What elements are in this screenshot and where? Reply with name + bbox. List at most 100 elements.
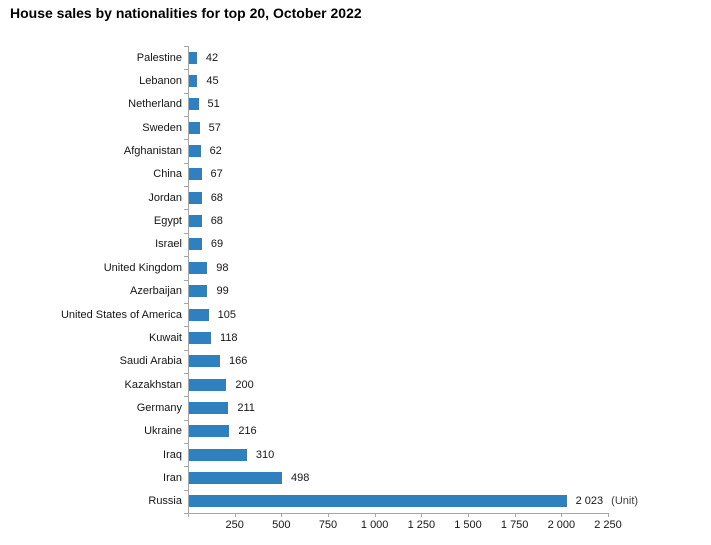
- category-label: Lebanon: [139, 75, 182, 88]
- bar: [189, 471, 282, 484]
- x-axis-tick: [374, 513, 376, 517]
- bar: [189, 355, 220, 368]
- x-axis-tick: [561, 513, 563, 517]
- category-label: Iraq: [163, 448, 182, 461]
- bar: [189, 308, 209, 321]
- bar: [189, 401, 229, 414]
- value-label: 69: [210, 238, 224, 251]
- category-label: Saudi Arabia: [119, 355, 182, 368]
- x-axis-tick-label: 1 500: [454, 519, 482, 531]
- y-axis-tick: [184, 162, 188, 164]
- x-axis-tick: [234, 513, 236, 517]
- y-axis-tick: [184, 396, 188, 398]
- x-axis-tick: [328, 513, 329, 517]
- value-label: 62: [209, 145, 222, 158]
- category-label: Israel: [155, 238, 182, 251]
- bar: [189, 168, 202, 181]
- category-label: United States of America: [60, 308, 182, 321]
- value-label: 105: [217, 308, 236, 321]
- category-label: Egypt: [153, 215, 182, 228]
- category-label: Azerbaijan: [130, 285, 182, 298]
- value-label: 67: [210, 168, 223, 181]
- y-axis-tick: [184, 92, 188, 94]
- y-axis-line: [188, 46, 189, 514]
- x-axis-tick-label: 2 250: [594, 519, 622, 531]
- y-axis-tick: [184, 489, 188, 491]
- category-label: Afghanistan: [123, 145, 182, 158]
- category-label: Palestine: [136, 51, 182, 64]
- x-axis-tick: [468, 513, 469, 517]
- category-label: Germany: [136, 401, 182, 414]
- bar: [189, 145, 201, 158]
- x-axis-tick: [421, 513, 423, 517]
- bar: [189, 261, 208, 274]
- bar: [189, 215, 202, 228]
- value-label: 51: [207, 98, 220, 111]
- value-label: 498: [290, 471, 310, 484]
- category-label: China: [153, 168, 182, 181]
- value-label: 57: [208, 121, 221, 134]
- y-axis-tick: [184, 349, 188, 351]
- y-axis-tick: [184, 186, 188, 188]
- y-axis-tick: [184, 302, 188, 304]
- value-label: 211: [237, 401, 255, 414]
- bar: [189, 285, 208, 298]
- y-axis-tick: [184, 419, 188, 421]
- x-axis-tick-label: 1 250: [407, 519, 436, 531]
- bar: [189, 378, 227, 391]
- bar: [189, 51, 197, 64]
- y-axis-tick: [184, 209, 188, 211]
- bar: [189, 75, 198, 88]
- y-axis-tick: [184, 232, 188, 234]
- category-label: Netherland: [128, 98, 182, 111]
- unit-label: (Unit): [611, 495, 639, 508]
- bar: [189, 495, 567, 508]
- x-axis-tick-label: 1 000: [360, 519, 389, 531]
- y-axis-tick: [184, 372, 188, 374]
- x-axis-tick: [281, 513, 283, 517]
- value-label: 99: [216, 285, 229, 298]
- bar: [189, 331, 212, 344]
- value-label: 118: [220, 331, 238, 344]
- x-axis-tick-label: 2 000: [547, 519, 576, 531]
- category-label: Russia: [148, 495, 182, 508]
- category-label: United Kingdom: [103, 261, 182, 274]
- value-label: 216: [238, 425, 257, 438]
- bar: [189, 448, 247, 461]
- category-label: Ukraine: [144, 425, 182, 438]
- category-label: Sweden: [142, 121, 182, 134]
- bar: [189, 425, 230, 438]
- category-label: Jordan: [148, 191, 182, 204]
- y-axis-tick: [184, 46, 188, 47]
- value-label: 68: [210, 215, 223, 228]
- y-axis-tick: [184, 116, 188, 118]
- x-axis-tick-label: 250: [225, 519, 244, 531]
- category-label: Kuwait: [148, 331, 182, 344]
- value-label: 310: [255, 448, 275, 461]
- value-label: 166: [228, 355, 248, 368]
- value-label: 98: [216, 261, 229, 274]
- category-label: Kazakhstan: [124, 378, 182, 391]
- y-axis-tick: [184, 256, 188, 258]
- bar: [189, 238, 202, 251]
- y-axis-tick: [184, 442, 188, 444]
- value-label: 45: [206, 75, 219, 88]
- value-label: 2 023 (Unit): [575, 495, 639, 508]
- x-axis-tick: [188, 513, 189, 517]
- value-label: 42: [205, 51, 219, 64]
- x-axis-tick: [514, 513, 516, 517]
- x-axis-tick-label: 1 750: [500, 519, 529, 531]
- bar: [189, 121, 200, 134]
- y-axis-tick: [184, 513, 188, 514]
- x-axis-tick-label: 500: [272, 519, 291, 531]
- value-label: 200: [235, 378, 254, 391]
- y-axis-tick: [184, 279, 188, 281]
- value-label: 68: [210, 191, 223, 204]
- chart-title: House sales by nationalities for top 20,…: [10, 5, 362, 21]
- bar: [189, 191, 202, 204]
- y-axis-tick: [184, 69, 188, 71]
- category-label: Iran: [163, 471, 182, 484]
- x-axis-line: [188, 513, 609, 514]
